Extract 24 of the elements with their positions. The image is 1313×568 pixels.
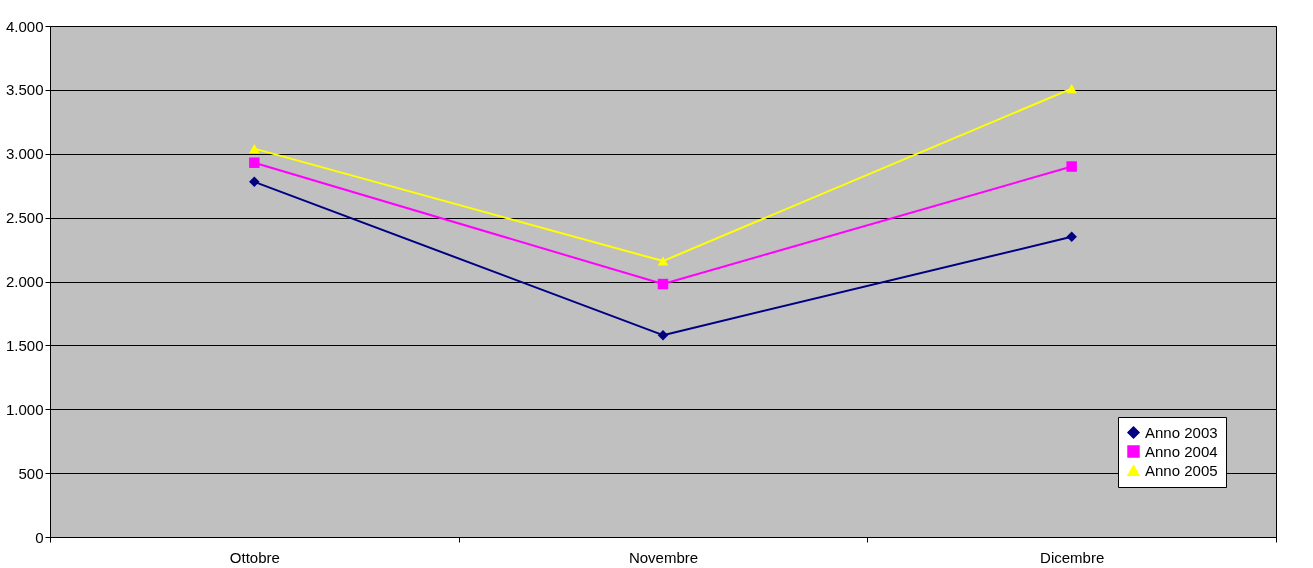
y-tick-label: 3.500 (5, 81, 44, 99)
point (1066, 161, 1077, 172)
legend-label: Anno 2003 (1145, 423, 1218, 441)
point (1066, 84, 1077, 94)
y-tick-label: 1.000 (5, 400, 44, 418)
point (249, 157, 260, 168)
y-tick-label: 3.000 (5, 145, 44, 163)
point (657, 256, 669, 266)
x-tick-label: Novembre (628, 548, 699, 566)
point (657, 329, 669, 341)
point (249, 144, 260, 154)
y-tick-label: 0 (35, 528, 44, 546)
y-tick-label: 4.000 (5, 17, 44, 35)
x-tick-label: Ottobre (229, 548, 280, 566)
point (249, 176, 260, 188)
legend-label: Anno 2005 (1145, 461, 1218, 479)
x-tick-label: Dicembre (1040, 548, 1105, 566)
legend-label: Anno 2004 (1145, 442, 1218, 460)
y-tick-label: 1.500 (5, 336, 44, 354)
y-tick-label: 2.500 (5, 209, 44, 227)
point (1066, 231, 1077, 243)
point (657, 278, 669, 290)
y-tick-label: 2.000 (5, 273, 44, 290)
y-tick-label: 500 (18, 464, 44, 482)
